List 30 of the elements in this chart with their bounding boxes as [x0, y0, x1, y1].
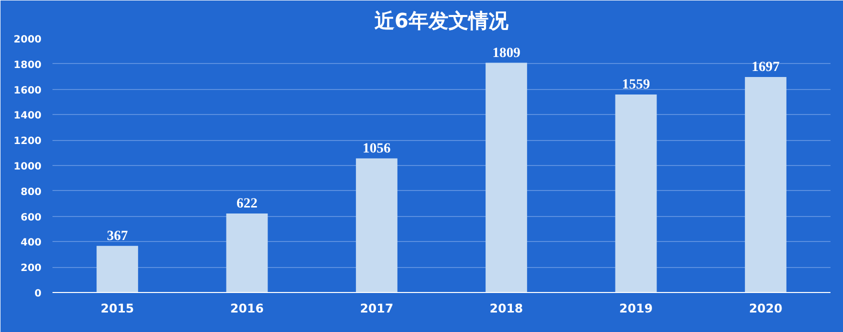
- y-tick-label: 1000: [14, 162, 42, 172]
- data-label: 1056: [362, 141, 391, 156]
- x-tick-label: 2019: [619, 302, 653, 316]
- y-tick-label: 1400: [14, 110, 42, 122]
- data-label: 1697: [752, 60, 780, 75]
- data-label: 1559: [622, 78, 650, 93]
- bar: [615, 94, 657, 292]
- bar: [96, 246, 138, 292]
- data-label: 367: [106, 228, 128, 244]
- y-tick-label: 1800: [14, 60, 42, 71]
- bar: [226, 214, 268, 292]
- y-tick-label: 2000: [14, 34, 42, 46]
- y-tick-label: 200: [20, 263, 42, 274]
- y-tick-label: 600: [20, 212, 42, 224]
- y-tick-label: 1200: [14, 136, 42, 148]
- x-tick-label: 2015: [100, 302, 134, 316]
- y-tick-label: 1600: [14, 85, 42, 96]
- bar: [744, 76, 786, 292]
- chart-title: 近6年发文情况: [374, 8, 510, 32]
- data-label: 1809: [492, 46, 520, 61]
- x-tick-label: 2016: [230, 302, 264, 316]
- y-tick-label: 400: [20, 238, 42, 249]
- bar: [486, 62, 528, 292]
- data-label: 622: [236, 196, 258, 212]
- x-tick-label: 2017: [360, 302, 394, 316]
- x-tick-label: 2020: [748, 302, 782, 316]
- y-tick-label: 0: [34, 288, 42, 300]
- x-tick-label: 2018: [490, 302, 524, 316]
- bar: [356, 158, 398, 292]
- y-tick-label: 800: [20, 186, 42, 198]
